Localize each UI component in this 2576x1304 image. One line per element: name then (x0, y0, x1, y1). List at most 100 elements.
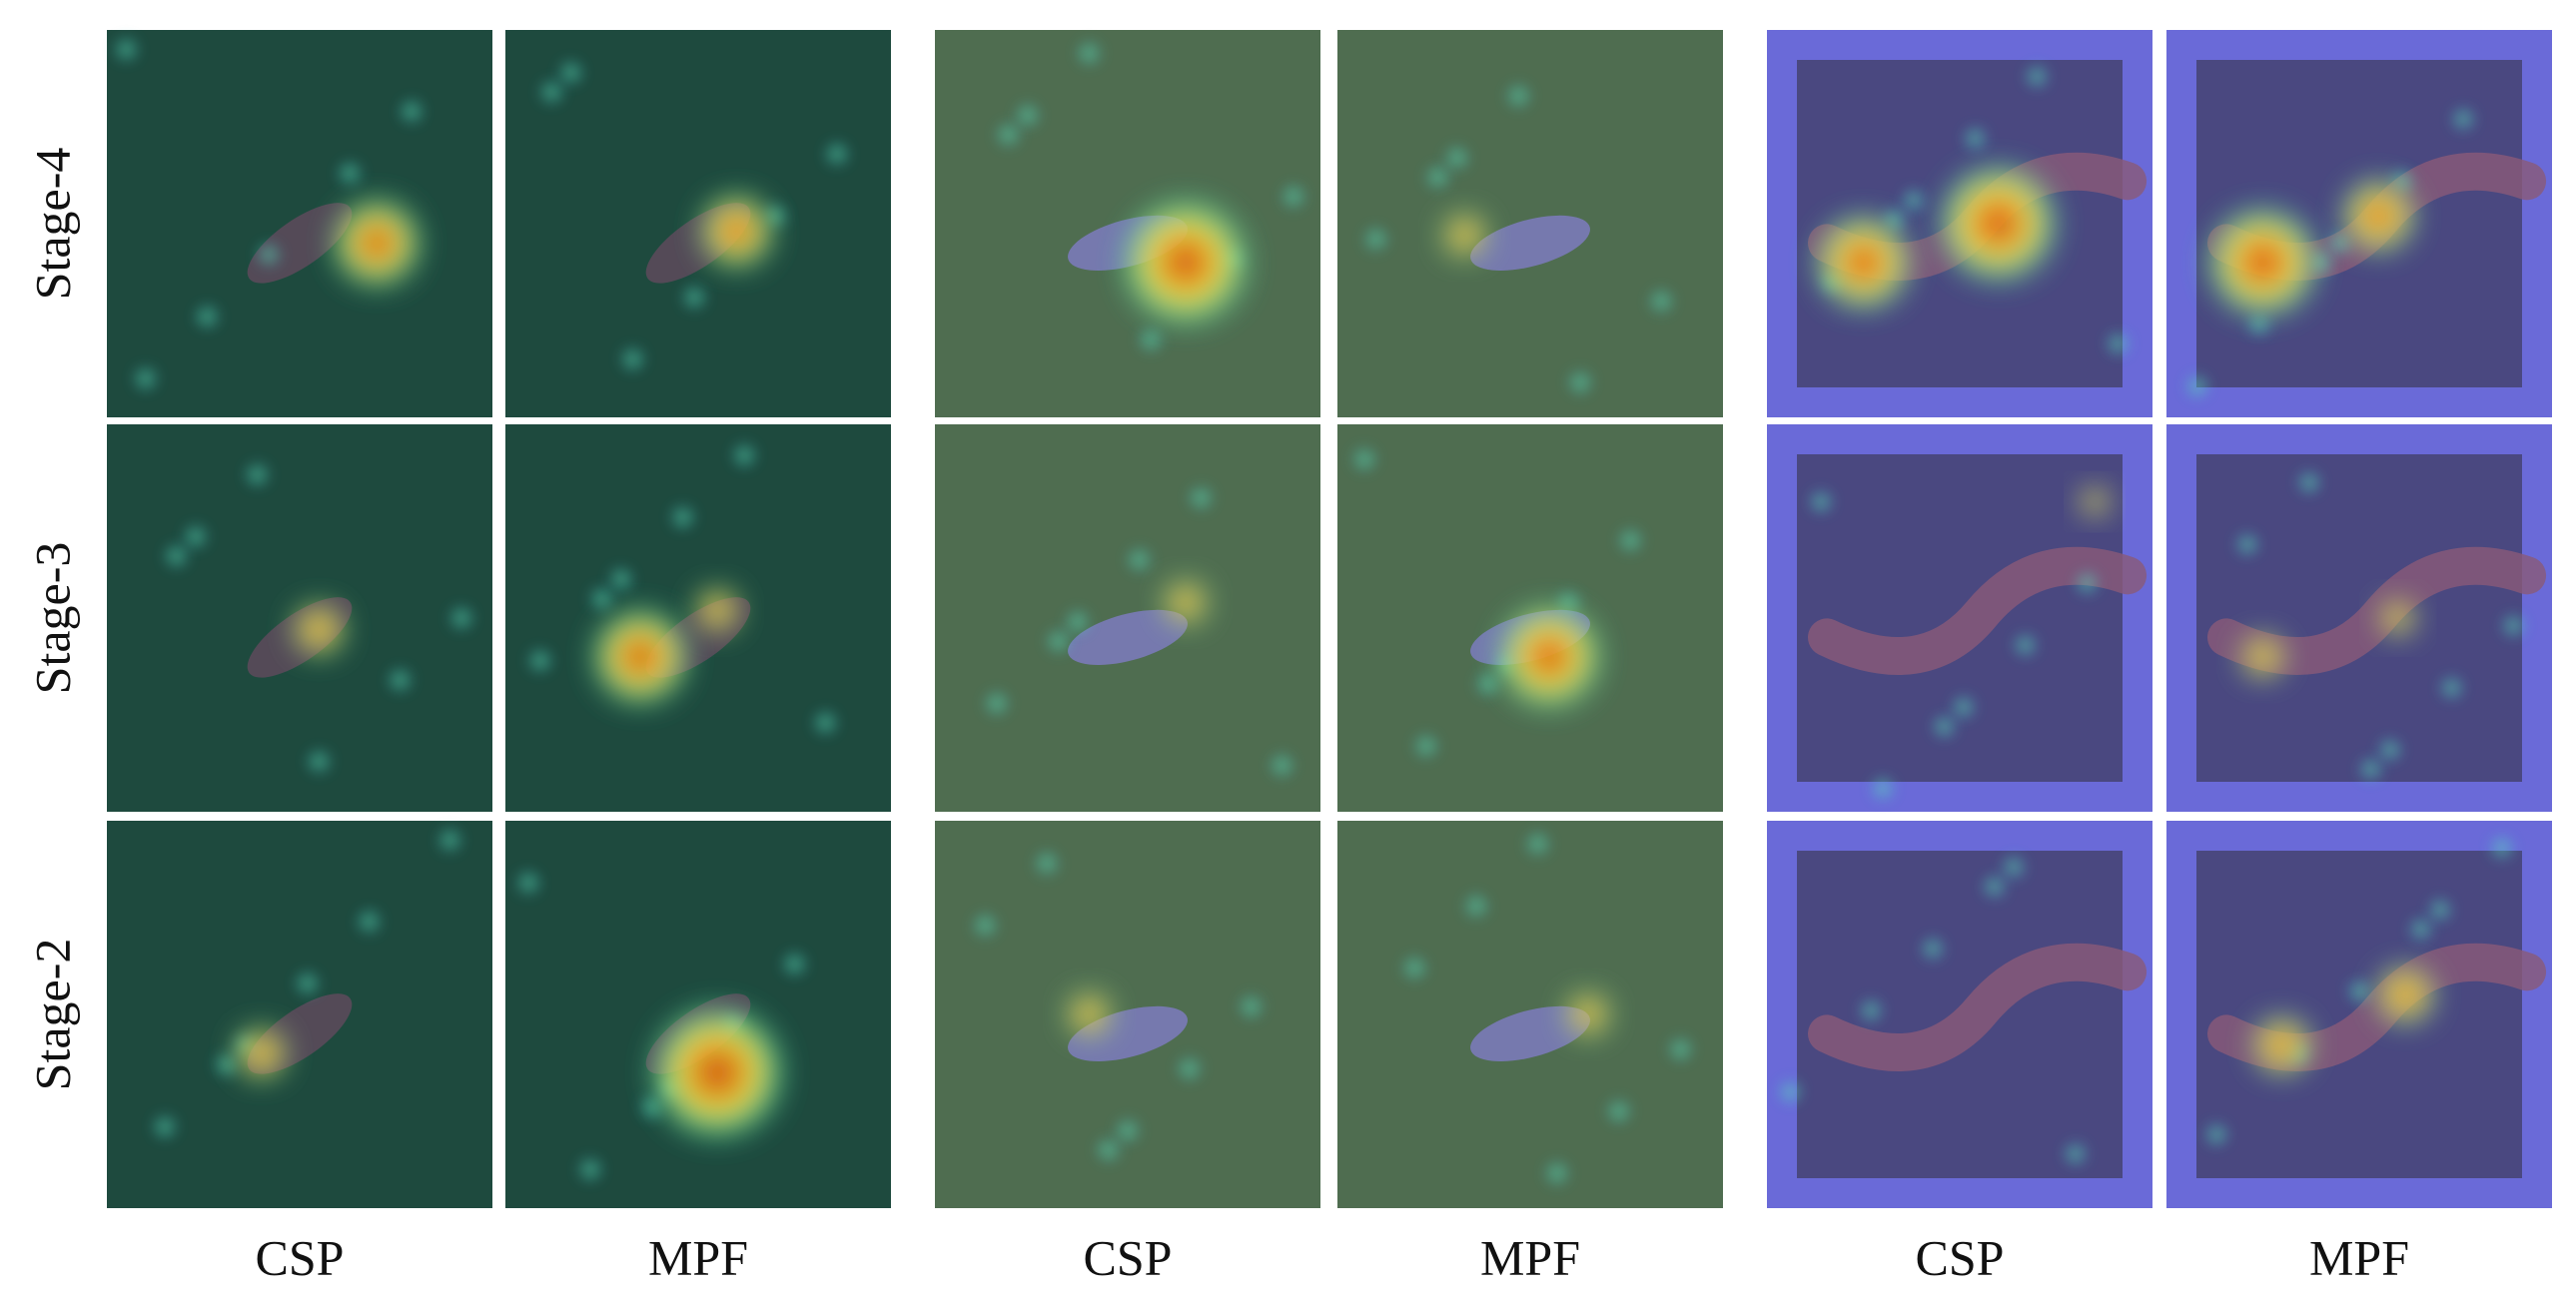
insect (1470, 1005, 1590, 1061)
activation-speck (1471, 667, 1504, 700)
column-label: MPF (2309, 1229, 2409, 1285)
heatmap-panel (935, 424, 1320, 812)
activation-speck (728, 439, 761, 472)
activation-speck (433, 824, 466, 857)
activation-speck (1073, 37, 1106, 70)
column-label: CSP (256, 1229, 345, 1285)
activation-speck (2292, 466, 2325, 499)
activation-speck (980, 687, 1013, 720)
activation-speck (666, 501, 699, 534)
activation-speck (191, 301, 224, 333)
activation-hotspot (647, 1002, 787, 1142)
activation-speck (1398, 952, 1431, 984)
activation-speck (2180, 369, 2213, 402)
activation-speck (1135, 324, 1168, 356)
activation-hotspot (694, 587, 741, 634)
activation-hotspot (1564, 990, 1612, 1038)
activation-hotspot (1441, 212, 1488, 259)
activation-hotspot (2378, 598, 2417, 638)
activation-speck (2343, 975, 2375, 1007)
activation-speck (1866, 772, 1899, 805)
heatmap-panel (107, 424, 492, 812)
activation-speck (395, 95, 428, 128)
activation-speck (179, 520, 212, 553)
activation-speck (1916, 933, 1949, 966)
activation-hotspot (1495, 602, 1604, 711)
heatmap-panel (935, 821, 1320, 1208)
activation-speck (241, 458, 274, 491)
heatmap-panel (505, 30, 891, 417)
heatmap-panel (1337, 30, 1723, 417)
activation-speck (616, 342, 649, 375)
activation-speck (1123, 543, 1156, 576)
activation-speck (110, 33, 143, 66)
activation-speck (1112, 1114, 1144, 1147)
column-label: CSP (1084, 1229, 1173, 1285)
activation-speck (334, 157, 367, 190)
activation-speck (2354, 753, 2387, 786)
activation-speck (2404, 913, 2437, 946)
heatmap-panel (1767, 424, 2152, 812)
heatmap-panel (1337, 424, 1723, 812)
activation-speck (1185, 481, 1218, 514)
activation-speck (1459, 890, 1492, 923)
activation-speck (820, 138, 853, 171)
activation-speck (1502, 79, 1535, 112)
activation-speck (1928, 710, 1961, 743)
column-label: MPF (648, 1229, 748, 1285)
activation-hotspot (234, 1025, 289, 1080)
activation-speck (512, 867, 545, 900)
activation-speck (573, 1153, 606, 1186)
heatmap-panel (107, 821, 492, 1208)
activation-hotspot (2204, 204, 2321, 321)
heatmap-panel (2166, 424, 2552, 812)
activation-speck (2059, 1137, 2092, 1170)
row-label: Stage-2 (24, 939, 80, 1091)
activation-speck (992, 118, 1025, 151)
activation-speck (1061, 605, 1094, 638)
activation-speck (1011, 99, 1044, 132)
heatmap-panel (505, 424, 891, 812)
activation-speck (303, 745, 336, 778)
heatmap-panel (505, 821, 891, 1208)
activation-hotspot (2239, 633, 2286, 680)
activation-speck (1978, 870, 2011, 903)
activation-speck (148, 1110, 181, 1143)
activation-speck (2071, 567, 2104, 600)
activation-speck (1092, 1133, 1125, 1166)
activation-hotspot (698, 193, 776, 271)
activation-speck (1602, 1095, 1635, 1127)
activation-speck (2485, 832, 2518, 865)
activation-hotspot (2250, 1014, 2313, 1076)
activation-speck (291, 967, 324, 999)
activation-speck (1235, 990, 1268, 1023)
activation-speck (445, 602, 478, 634)
activation-speck (2009, 629, 2042, 662)
activation-speck (604, 563, 637, 596)
larva (1808, 943, 2147, 1071)
activation-speck (2231, 528, 2264, 561)
activation-hotspot (330, 197, 424, 290)
activation-speck (969, 909, 1002, 942)
activation-speck (1266, 749, 1298, 782)
heatmap-panel (107, 30, 492, 417)
activation-speck (384, 664, 417, 697)
activation-speck (1042, 625, 1075, 658)
activation-speck (2102, 327, 2135, 360)
insect (1470, 215, 1590, 271)
activation-hotspot (1936, 162, 2061, 286)
activation-speck (1614, 524, 1647, 557)
activation-speck (2200, 1118, 2233, 1151)
activation-speck (2021, 60, 2054, 93)
activation-speck (1645, 285, 1678, 318)
activation-speck (1173, 1052, 1206, 1085)
activation-speck (1541, 1157, 1574, 1190)
row-label: Stage-3 (24, 542, 80, 695)
activation-speck (809, 706, 842, 739)
activation-hotspot (1120, 197, 1252, 328)
activation-speck (554, 56, 587, 89)
activation-speck (1030, 847, 1063, 880)
activation-speck (2424, 894, 2457, 927)
activation-speck (1774, 1075, 1807, 1108)
